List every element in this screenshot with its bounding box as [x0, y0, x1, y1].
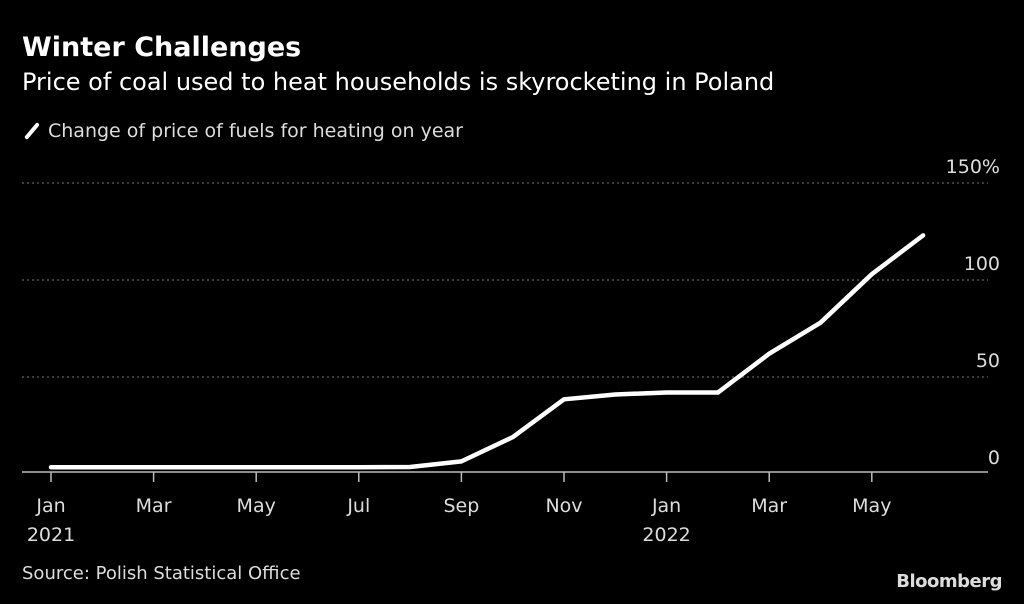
y-tick-label: 100 [964, 253, 1000, 275]
chart-subtitle: Price of coal used to heat households is… [22, 68, 775, 96]
x-tick-label: Sep [443, 495, 479, 517]
x-tick-label: Jul [346, 495, 370, 517]
x-tick-label: May [237, 495, 276, 517]
legend-label: Change of price of fuels for heating on … [48, 120, 463, 142]
x-tick-label: Nov [545, 495, 582, 517]
x-tick-label: Mar [751, 495, 787, 517]
x-tick-label: Mar [136, 495, 172, 517]
x-tick-label: Jan [651, 495, 681, 517]
chart-title: Winter Challenges [22, 32, 302, 63]
y-tick-label: 50 [976, 350, 1000, 372]
y-tick-label: 150% [946, 156, 1000, 178]
x-tick-year-label: 2021 [27, 524, 75, 546]
x-tick-label: May [852, 495, 891, 517]
series-line [48, 233, 926, 470]
source-note: Source: Polish Statistical Office [22, 563, 301, 584]
y-tick-label: 0 [988, 447, 1000, 469]
x-tick-year-label: 2022 [642, 524, 690, 546]
legend: Change of price of fuels for heating on … [22, 120, 463, 142]
bloomberg-logo: Bloomberg [896, 571, 1002, 592]
x-tick-label: Jan [35, 495, 65, 517]
